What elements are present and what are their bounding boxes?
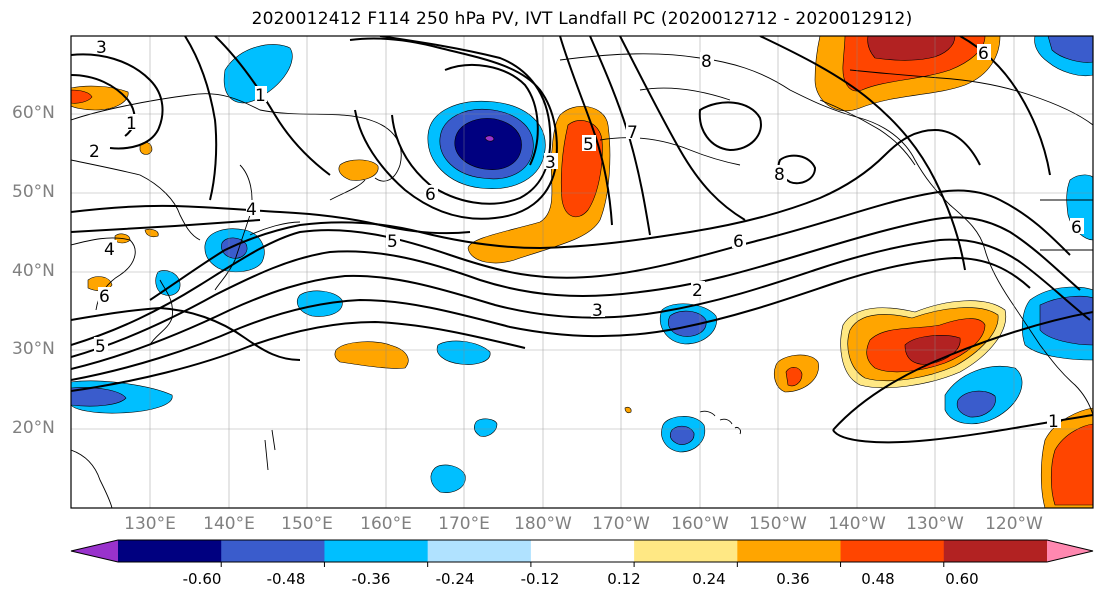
pv-negative-anomaly bbox=[474, 418, 498, 437]
lon-label: 160°E bbox=[360, 514, 412, 534]
colorbar-tick-label: 0.60 bbox=[945, 570, 979, 588]
colorbar-swatch bbox=[840, 540, 945, 562]
colorbar-tick-label: 0.12 bbox=[607, 570, 641, 588]
contour-label: 5 bbox=[95, 337, 106, 357]
contour-label: 6 bbox=[99, 287, 110, 307]
lat-label: 40°N bbox=[12, 261, 55, 281]
pv-negative-anomaly bbox=[669, 425, 695, 445]
map-title: 2020012412 F114 250 hPa PV, IVT Landfall… bbox=[251, 9, 913, 29]
contour-label: 6 bbox=[733, 232, 744, 252]
contour-label: 1 bbox=[1048, 412, 1059, 432]
contour-label: 3 bbox=[96, 38, 107, 58]
pv-positive-anomaly bbox=[1050, 423, 1093, 506]
colorbar-tick-label: -0.48 bbox=[266, 570, 306, 588]
pv-negative-anomaly bbox=[1039, 295, 1093, 346]
lon-label: 160°W bbox=[671, 514, 729, 534]
contour-label: 8 bbox=[701, 52, 712, 72]
pv-positive-anomaly bbox=[624, 406, 632, 414]
colorbar-extend-low bbox=[71, 540, 118, 562]
contour-label: 3 bbox=[592, 301, 603, 321]
contour-label: 4 bbox=[104, 240, 115, 260]
contour-label: 2 bbox=[692, 281, 703, 301]
pv-positive-anomaly bbox=[785, 367, 803, 387]
colorbar bbox=[70, 539, 1094, 567]
pv-negative-anomaly bbox=[484, 135, 495, 142]
pv-positive-anomaly bbox=[71, 89, 93, 104]
contour-label: 1 bbox=[126, 114, 137, 134]
pv-positive-anomaly bbox=[338, 159, 379, 181]
colorbar-tick-label: 0.36 bbox=[776, 570, 810, 588]
pv-negative-anomaly bbox=[454, 118, 522, 170]
contour-label: 5 bbox=[583, 135, 594, 155]
pv-anomaly-fill bbox=[71, 36, 1093, 508]
contour-label: 6 bbox=[1071, 218, 1082, 238]
pv-negative-anomaly bbox=[436, 340, 491, 365]
lat-label: 30°N bbox=[12, 339, 55, 359]
lat-label: 20°N bbox=[12, 418, 55, 438]
colorbar-swatch bbox=[943, 540, 1048, 562]
colorbar-swatch bbox=[221, 540, 325, 562]
colorbar-swatch bbox=[324, 540, 429, 562]
lon-label: 170°E bbox=[438, 514, 490, 534]
map-border bbox=[70, 35, 1094, 509]
contour-label: 1 bbox=[255, 86, 266, 106]
lat-label: 50°N bbox=[12, 182, 55, 202]
colorbar-tick-label: -0.24 bbox=[435, 570, 475, 588]
contour-label: 7 bbox=[627, 123, 638, 143]
contour-label: 3 bbox=[545, 153, 556, 173]
colorbar-tick-label: -0.12 bbox=[520, 570, 560, 588]
contour-label: 2 bbox=[89, 142, 100, 162]
lon-label: 140°W bbox=[828, 514, 886, 534]
colorbar-tick-label: 0.24 bbox=[692, 570, 726, 588]
pv-negative-anomaly bbox=[956, 390, 996, 418]
colorbar-tick-label: 0.48 bbox=[861, 570, 895, 588]
pv-positive-anomaly bbox=[867, 36, 956, 61]
lon-label: 120°W bbox=[985, 514, 1043, 534]
contour-label: 5 bbox=[387, 232, 398, 252]
colorbar-swatch bbox=[118, 540, 222, 562]
lon-label: 140°E bbox=[203, 514, 255, 534]
gridlines bbox=[71, 36, 1093, 508]
colorbar-extend-high bbox=[1047, 540, 1093, 562]
pv-negative-anomaly bbox=[223, 44, 293, 104]
contour-label: 6 bbox=[425, 185, 436, 205]
lon-label: 180°W bbox=[514, 514, 572, 534]
lon-label: 130°E bbox=[124, 514, 176, 534]
lat-label: 60°N bbox=[12, 103, 55, 123]
colorbar-swatch bbox=[530, 540, 635, 562]
pv-contours bbox=[71, 36, 1093, 444]
contour-label: 6 bbox=[978, 44, 989, 64]
lon-label: 150°W bbox=[749, 514, 807, 534]
colorbar-tick-label: -0.60 bbox=[182, 570, 222, 588]
pv-positive-anomaly bbox=[334, 341, 409, 369]
contour-label: 8 bbox=[774, 165, 785, 185]
lon-label: 130°W bbox=[906, 514, 964, 534]
colorbar-outline bbox=[70, 539, 1094, 563]
colorbar-tick-label: -0.36 bbox=[351, 570, 391, 588]
colorbar-swatch bbox=[427, 540, 532, 562]
contour-label: 4 bbox=[246, 200, 257, 220]
lon-label: 170°W bbox=[592, 514, 650, 534]
pv-negative-anomaly bbox=[430, 464, 466, 493]
colorbar-swatch bbox=[634, 540, 738, 562]
lon-label: 150°E bbox=[281, 514, 333, 534]
contour-labels: 3 1 2 1 4 4 6 5 6 3 5 7 8 8 bbox=[88, 38, 1084, 432]
colorbar-swatch bbox=[737, 540, 842, 562]
